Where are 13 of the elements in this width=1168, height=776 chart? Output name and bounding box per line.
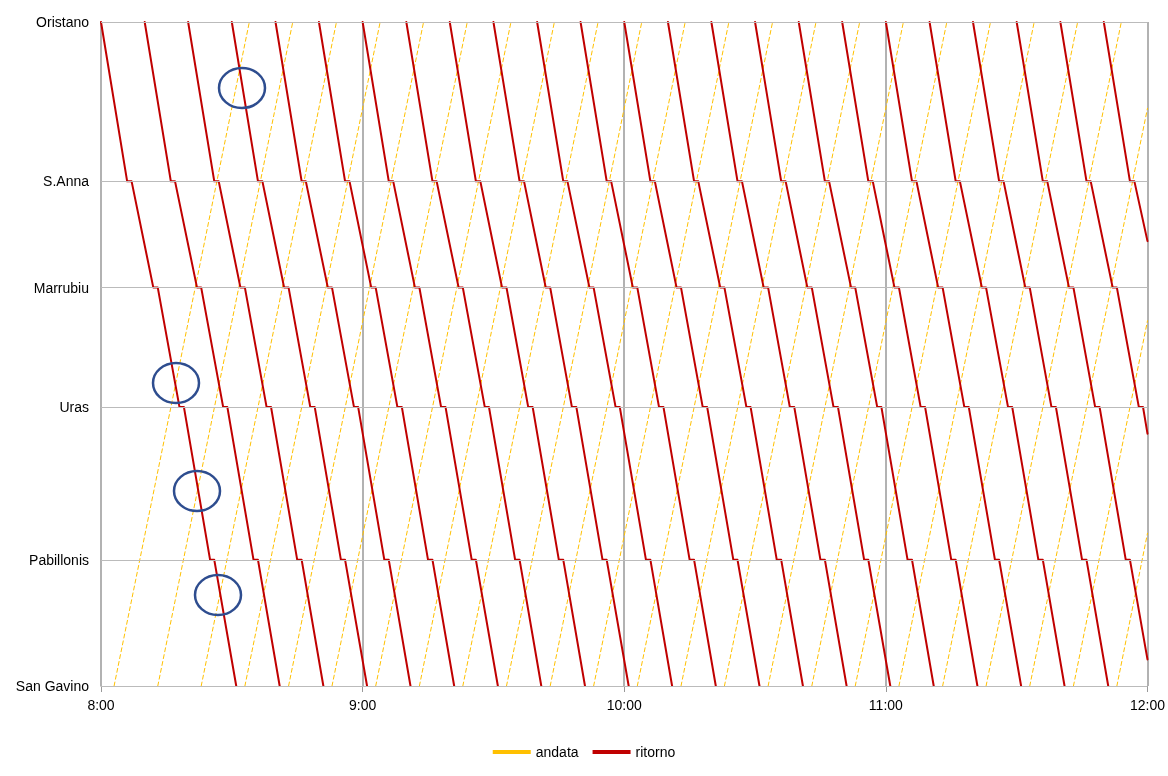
ref-line-label: S.Anna: [43, 173, 90, 190]
ref-line-label: San Gavino: [15, 678, 90, 694]
x-tick-label: 8:00: [87, 697, 115, 713]
ref-line-label: Marrubiu: [33, 279, 89, 296]
x-tick-label: 9:00: [349, 697, 377, 713]
legend-label: ritorno: [635, 744, 676, 760]
x-tick-label: 11:00: [868, 697, 904, 713]
x-tick-label: 12:00: [1129, 697, 1166, 713]
ref-line-label: Uras: [59, 399, 89, 416]
legend-label: andata: [535, 744, 579, 760]
x-tick-label: 10:00: [606, 697, 642, 713]
ref-line-label: Oristano: [36, 14, 90, 30]
ref-line-label: Pabillonis: [29, 551, 89, 568]
